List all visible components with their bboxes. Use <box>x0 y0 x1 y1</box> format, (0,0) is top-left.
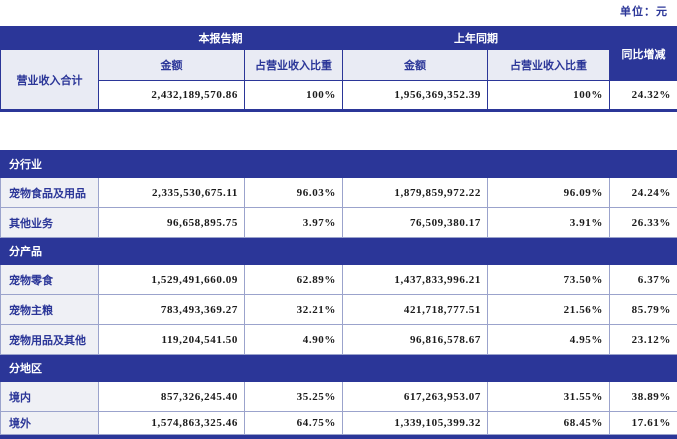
ratio-prior: 68.45% <box>487 411 610 435</box>
amount-current: 119,204,541.50 <box>98 324 245 355</box>
yoy-change: 26.33% <box>609 207 677 238</box>
section-title: 分产品 <box>0 237 677 265</box>
col-header-ratio-current: 占营业收入比重 <box>244 49 343 81</box>
table-row: 其他业务 96,658,895.75 3.97% 76,509,380.17 3… <box>0 207 677 238</box>
period-header-current: 本报告期 <box>98 26 343 50</box>
ratio-prior: 3.91% <box>487 207 610 238</box>
total-amount-current: 2,432,189,570.86 <box>98 80 245 111</box>
row-label: 其他业务 <box>0 207 99 238</box>
col-header-amount-prior: 金额 <box>342 49 488 81</box>
amount-current: 1,529,491,660.09 <box>98 264 245 295</box>
row-label: 境外 <box>0 411 99 435</box>
section-title: 分地区 <box>0 354 677 382</box>
row-label: 宠物用品及其他 <box>0 324 99 355</box>
ratio-prior: 96.09% <box>487 177 610 208</box>
revenue-summary-table: 本报告期 上年同期 同比增减 营业收入合计 金额 占营业收入比重 金额 占营业收… <box>0 26 677 112</box>
yoy-change: 24.24% <box>609 177 677 208</box>
section-title: 分行业 <box>0 150 677 178</box>
table-row: 宠物用品及其他 119,204,541.50 4.90% 96,816,578.… <box>0 324 677 355</box>
table-row: 宠物零食 1,529,491,660.09 62.89% 1,437,833,9… <box>0 264 677 295</box>
ratio-prior: 73.50% <box>487 264 610 295</box>
section-header-product: 分产品 <box>0 237 677 265</box>
yoy-change: 6.37% <box>609 264 677 295</box>
yoy-change: 17.61% <box>609 411 677 435</box>
ratio-current: 96.03% <box>244 177 343 208</box>
table-row: 境外 1,574,863,325.46 64.75% 1,339,105,399… <box>0 411 677 435</box>
ratio-current: 62.89% <box>244 264 343 295</box>
total-revenue-label: 营业收入合计 <box>0 49 99 111</box>
ratio-current: 64.75% <box>244 411 343 435</box>
amount-current: 857,326,245.40 <box>98 381 245 412</box>
amount-current: 96,658,895.75 <box>98 207 245 238</box>
yoy-header: 同比增减 <box>609 26 677 81</box>
total-yoy-change: 24.32% <box>609 80 677 111</box>
table-row: 境内 857,326,245.40 35.25% 617,263,953.07 … <box>0 381 677 412</box>
revenue-breakdown-table: 分行业 宠物食品及用品 2,335,530,675.11 96.03% 1,87… <box>0 150 677 439</box>
table-row: 宠物食品及用品 2,335,530,675.11 96.03% 1,879,85… <box>0 177 677 208</box>
row-label: 境内 <box>0 381 99 412</box>
summary-header-row: 本报告期 上年同期 同比增减 <box>0 26 677 81</box>
period-header-prior: 上年同期 <box>342 26 610 50</box>
total-amount-prior: 1,956,369,352.39 <box>342 80 488 111</box>
amount-current: 2,335,530,675.11 <box>98 177 245 208</box>
cutoff-band <box>0 434 677 439</box>
row-label: 宠物主粮 <box>0 294 99 325</box>
yoy-change: 38.89% <box>609 381 677 412</box>
col-header-ratio-prior: 占营业收入比重 <box>487 49 610 81</box>
section-header-cutoff <box>0 434 677 439</box>
amount-prior: 617,263,953.07 <box>342 381 488 412</box>
ratio-prior: 21.56% <box>487 294 610 325</box>
total-revenue-row: 2,432,189,570.86 100% 1,956,369,352.39 1… <box>1 80 677 111</box>
row-label: 宠物零食 <box>0 264 99 295</box>
unit-label: 单位：元 <box>620 6 668 18</box>
amount-prior: 76,509,380.17 <box>342 207 488 238</box>
amount-prior: 421,718,777.51 <box>342 294 488 325</box>
total-ratio-prior: 100% <box>487 80 610 111</box>
section-header-industry: 分行业 <box>0 150 677 178</box>
table-row: 宠物主粮 783,493,369.27 32.21% 421,718,777.5… <box>0 294 677 325</box>
col-header-amount-current: 金额 <box>98 49 245 81</box>
ratio-current: 35.25% <box>244 381 343 412</box>
yoy-change: 85.79% <box>609 294 677 325</box>
total-ratio-current: 100% <box>244 80 343 111</box>
ratio-prior: 31.55% <box>487 381 610 412</box>
yoy-change: 23.12% <box>609 324 677 355</box>
amount-prior: 96,816,578.67 <box>342 324 488 355</box>
ratio-current: 4.90% <box>244 324 343 355</box>
amount-current: 1,574,863,325.46 <box>98 411 245 435</box>
summary-subheader-row: 营业收入合计 金额 占营业收入比重 金额 占营业收入比重 <box>0 49 677 111</box>
corner-cell <box>0 26 99 50</box>
amount-current: 783,493,369.27 <box>98 294 245 325</box>
amount-prior: 1,437,833,996.21 <box>342 264 488 295</box>
ratio-prior: 4.95% <box>487 324 610 355</box>
amount-prior: 1,879,859,972.22 <box>342 177 488 208</box>
ratio-current: 32.21% <box>244 294 343 325</box>
section-header-region: 分地区 <box>0 354 677 382</box>
row-label: 宠物食品及用品 <box>0 177 99 208</box>
ratio-current: 3.97% <box>244 207 343 238</box>
amount-prior: 1,339,105,399.32 <box>342 411 488 435</box>
